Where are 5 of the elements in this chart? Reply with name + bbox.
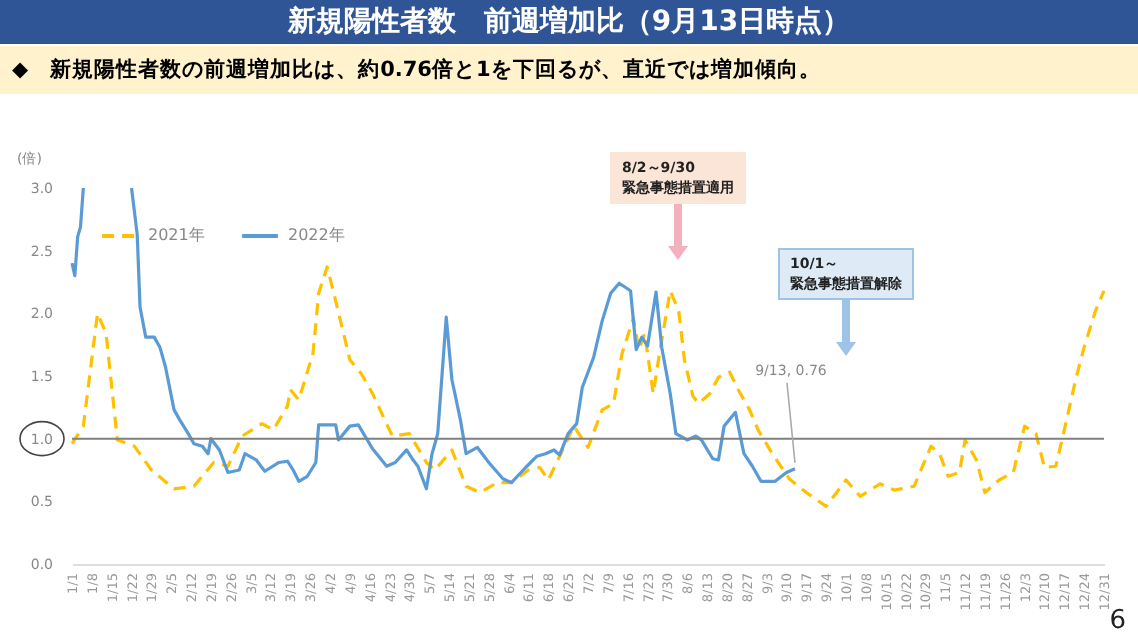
text: 6 — [1109, 606, 1126, 636]
legend-label: 2021年 — [148, 226, 205, 244]
legend-label: 2022年 — [288, 226, 345, 244]
chart-title: 新規陽性者数 前週増加比（9月13日時点） — [0, 0, 1138, 44]
chart-subtitle: ◆ 新規陽性者数の前週増加比は、約0.76倍と1を下回るが、直近では増加傾向。 — [0, 46, 1138, 94]
